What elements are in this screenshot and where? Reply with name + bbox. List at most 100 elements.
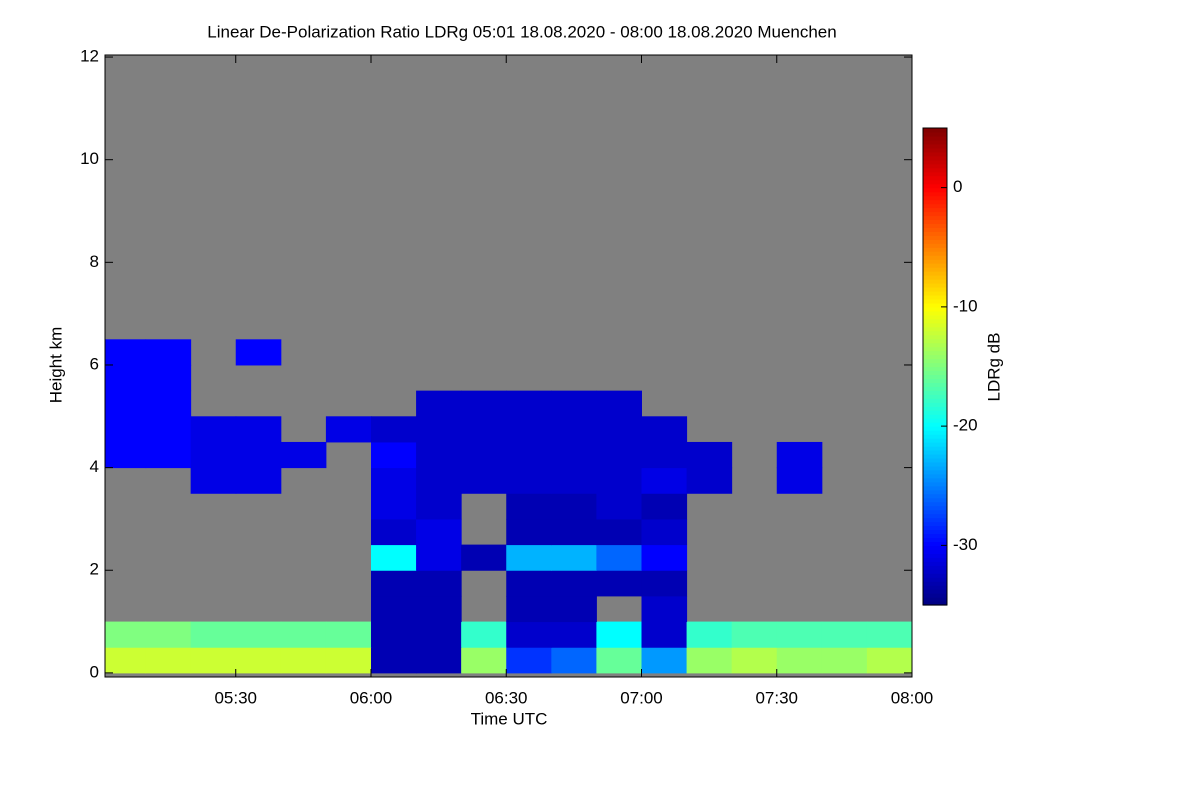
- heatmap-cell: [506, 544, 552, 571]
- heatmap-cell: [280, 647, 327, 674]
- colorbar-segment: [923, 239, 947, 244]
- colorbar-segment: [923, 171, 947, 177]
- heatmap-cell: [105, 416, 147, 443]
- colorbar-segment: [923, 151, 947, 157]
- heatmap-cell: [280, 621, 327, 648]
- colorbar-segment: [923, 453, 947, 459]
- colorbar-segment: [923, 358, 947, 364]
- colorbar-segment: [923, 410, 947, 415]
- colorbar-segment: [923, 505, 947, 511]
- heatmap-cell: [416, 467, 462, 494]
- heatmap-cell: [461, 621, 507, 648]
- colorbar-segment: [923, 287, 947, 292]
- colorbar-segment: [923, 199, 947, 205]
- colorbar-segment: [923, 310, 947, 316]
- heatmap-cell: [506, 621, 552, 648]
- heatmap-cell: [551, 595, 597, 623]
- colorbar-segment: [923, 263, 947, 268]
- colorbar-segment: [923, 394, 947, 399]
- heatmap-cell: [596, 647, 642, 674]
- x-tick-label: 08:00: [891, 688, 934, 707]
- heatmap-cell: [551, 621, 597, 648]
- colorbar-segment: [923, 314, 947, 320]
- colorbar-segment: [923, 302, 947, 308]
- colorbar-segment: [923, 143, 947, 149]
- colorbar-segment: [923, 469, 947, 475]
- colorbar-segment: [923, 565, 947, 570]
- colorbar-segment: [923, 597, 947, 602]
- colorbar-segment: [923, 493, 947, 499]
- heatmap-cell: [641, 647, 688, 674]
- colorbar-segment: [923, 279, 947, 284]
- colorbar-segment: [923, 569, 947, 574]
- colorbar-segment: [923, 509, 947, 515]
- heatmap-cell: [641, 441, 688, 469]
- colorbar-segment: [923, 545, 947, 550]
- heatmap-cell: [551, 467, 597, 494]
- heatmap-cell: [105, 441, 147, 469]
- heatmap-cell: [596, 493, 642, 520]
- colorbar-segment: [923, 306, 947, 312]
- colorbar-segment: [923, 235, 947, 240]
- colorbar-segment: [923, 175, 947, 181]
- heatmap-cell: [416, 493, 462, 520]
- heatmap-cell: [370, 416, 417, 443]
- colorbar-segment: [923, 227, 947, 232]
- colorbar-segment: [923, 290, 947, 296]
- colorbar-segment: [923, 561, 947, 566]
- colorbar-segment: [923, 139, 947, 145]
- heatmap-cell: [776, 621, 823, 648]
- colorbar-segment: [923, 330, 947, 336]
- colorbar-segment: [923, 370, 947, 376]
- heatmap-cell: [461, 647, 507, 674]
- colorbar-segment: [923, 473, 947, 479]
- y-axis-label: Height km: [46, 327, 65, 404]
- colorbar-segment: [923, 442, 947, 447]
- colorbar-segment: [923, 398, 947, 403]
- colorbar-segment: [923, 589, 947, 594]
- x-tick-label: 07:30: [755, 688, 798, 707]
- heatmap-cell: [105, 390, 147, 417]
- heatmap-cell: [506, 441, 552, 469]
- colorbar-segment: [923, 362, 947, 368]
- colorbar-segment: [923, 477, 947, 483]
- colorbar-segment: [923, 338, 947, 344]
- y-tick-label: 6: [90, 354, 99, 373]
- plot-area: [105, 55, 912, 677]
- y-tick-label: 10: [80, 149, 99, 168]
- colorbar-segment: [923, 298, 947, 304]
- heatmap-cell: [506, 570, 552, 597]
- colorbar-segment: [923, 219, 947, 224]
- colorbar-segment: [923, 354, 947, 360]
- colorbar-segment: [923, 283, 947, 288]
- heatmap-cell: [551, 441, 597, 469]
- heatmap-cell: [325, 621, 372, 648]
- heatmap-cell: [776, 647, 823, 674]
- colorbar-segment: [923, 414, 947, 419]
- colorbar-segment: [923, 553, 947, 558]
- colorbar-segment: [923, 485, 947, 491]
- heatmap-cell: [461, 467, 507, 494]
- heatmap-cell: [370, 595, 417, 623]
- heatmap-cell: [145, 441, 192, 469]
- heatmap-cell: [461, 544, 507, 571]
- heatmap-cell: [686, 621, 733, 648]
- heatmap-cell: [370, 493, 417, 520]
- heatmap-cell: [686, 441, 733, 469]
- heatmap-cell: [145, 621, 192, 648]
- colorbar-segment: [923, 159, 947, 165]
- colorbar-segment: [923, 449, 947, 455]
- colorbar-segment: [923, 585, 947, 590]
- colorbar-segment: [923, 191, 947, 197]
- colorbar-segment: [923, 549, 947, 554]
- colorbar-segment: [923, 457, 947, 463]
- heatmap-cell: [551, 416, 597, 443]
- heatmap-cell: [325, 647, 372, 674]
- heatmap-cell: [105, 339, 147, 366]
- colorbar-segment: [923, 390, 947, 395]
- heatmap-cell: [821, 621, 868, 648]
- heatmap-cell: [506, 595, 552, 623]
- colorbar-segment: [923, 346, 947, 352]
- heatmap-cell: [506, 467, 552, 494]
- heatmap-cell: [461, 390, 507, 417]
